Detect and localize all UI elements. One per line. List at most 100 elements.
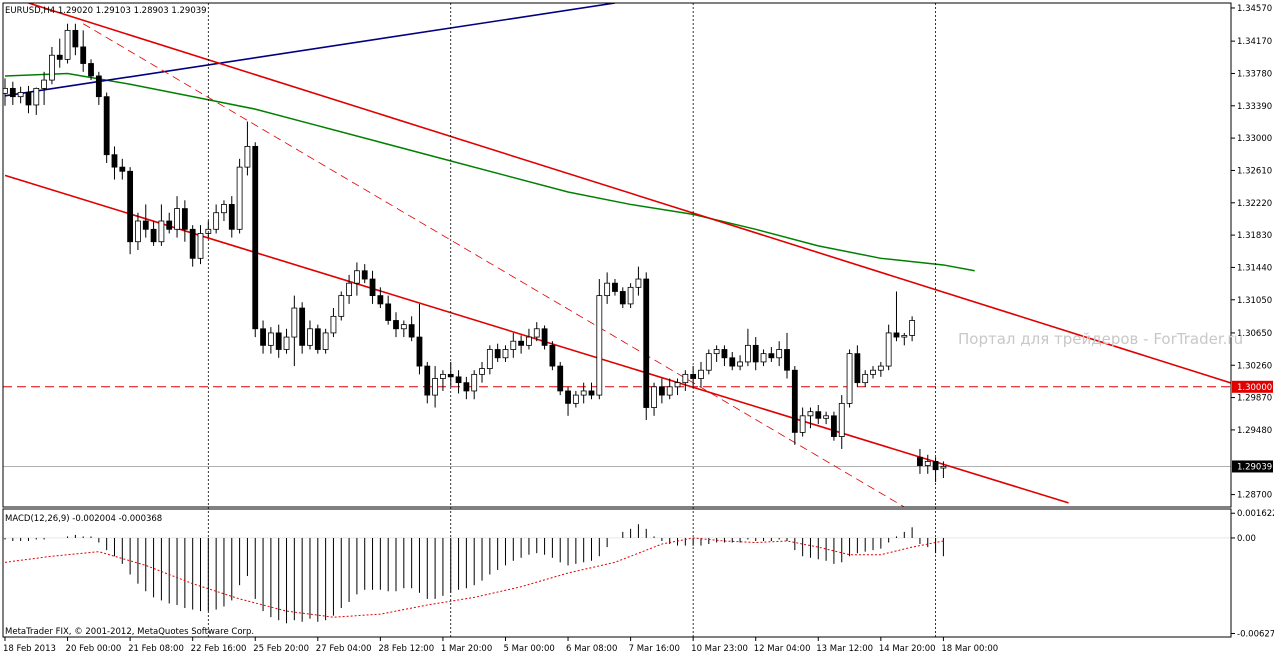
time-label: 20 Feb 00:00 xyxy=(66,644,122,654)
price-pane[interactable] xyxy=(3,3,1257,507)
price-tick-label: 1.33000 xyxy=(1237,134,1272,144)
candle-bear xyxy=(260,328,266,346)
candle-bear xyxy=(643,278,650,408)
macd-pane[interactable] xyxy=(3,524,1231,624)
candle-bear xyxy=(494,349,501,359)
trend-line xyxy=(4,3,616,97)
candle-bull xyxy=(698,369,704,379)
candle-bear xyxy=(784,349,790,371)
candle-bear xyxy=(854,353,861,384)
candle-bull xyxy=(221,204,227,214)
candle-bull xyxy=(846,353,853,404)
candle-bull xyxy=(776,349,783,359)
candle-bull xyxy=(510,340,517,350)
candle-bear xyxy=(252,146,259,330)
candle-bear xyxy=(385,303,392,321)
candle-bull xyxy=(862,373,869,384)
time-label: 7 Mar 16:00 xyxy=(629,644,680,654)
copyright-text: MetaTrader FIX, © 2001-2012, MetaQuotes … xyxy=(5,627,254,637)
candle-bull xyxy=(307,328,313,346)
candle-bear xyxy=(181,208,188,230)
candle-bear xyxy=(72,29,79,48)
price-tick-label: 1.30650 xyxy=(1237,329,1272,339)
time-label: 27 Feb 04:00 xyxy=(316,644,372,654)
candle-bear xyxy=(721,349,728,359)
time-label: 28 Feb 12:00 xyxy=(378,644,434,654)
candle-bull xyxy=(870,369,876,375)
price-tick-label: 1.30260 xyxy=(1237,361,1272,371)
candle-bull xyxy=(877,365,884,371)
level-marker xyxy=(1232,380,1273,393)
moving-average-line xyxy=(4,72,975,272)
candle-bull xyxy=(526,336,532,346)
candle-bull xyxy=(64,29,71,60)
price-tick-label: 1.29480 xyxy=(1237,426,1272,436)
candle-bull xyxy=(236,166,243,230)
candle-bear xyxy=(393,320,399,330)
candle-bull xyxy=(682,373,689,384)
candle-bear xyxy=(88,63,94,77)
price-tick-label: 1.29870 xyxy=(1237,394,1272,404)
candle-bull xyxy=(823,415,829,419)
candle-bull xyxy=(635,278,642,288)
candle-bear xyxy=(768,353,775,359)
candle-bear xyxy=(416,336,423,367)
candle-bull xyxy=(479,368,485,375)
candle-bull xyxy=(737,361,743,367)
candle-bull xyxy=(174,208,180,230)
candle-bear xyxy=(369,278,376,297)
price-tick-label: 1.33390 xyxy=(1237,102,1272,112)
candle-bull xyxy=(291,307,298,338)
candle-bull xyxy=(901,335,908,338)
candle-bear xyxy=(25,92,32,106)
candle-bull xyxy=(807,411,814,417)
candle-bear xyxy=(893,332,900,338)
candle-bear xyxy=(142,220,149,230)
candle-bear xyxy=(815,411,822,419)
candle-bull xyxy=(322,332,329,350)
time-label: 14 Mar 20:00 xyxy=(879,644,936,654)
candle-bear xyxy=(95,75,102,98)
candle-bear xyxy=(791,369,798,433)
candle-bull xyxy=(486,349,493,369)
price-tick-label: 1.28700 xyxy=(1237,491,1272,501)
candle-bear xyxy=(119,166,126,172)
candle-bull xyxy=(666,386,673,396)
candle-bull xyxy=(432,378,439,396)
candle-bear xyxy=(831,415,837,437)
candle-bear xyxy=(932,461,939,471)
candle-bear xyxy=(314,328,321,350)
candle-bear xyxy=(56,54,63,60)
time-label: 21 Feb 08:00 xyxy=(128,644,184,654)
candle-bull xyxy=(244,146,251,168)
candle-bear xyxy=(275,332,282,350)
price-tick-label: 1.34570 xyxy=(1237,4,1272,14)
time-label: 10 Mar 23:00 xyxy=(691,644,748,654)
candle-bear xyxy=(150,228,157,243)
candle-bull xyxy=(346,282,352,297)
watermark: Портал для трейдеров - ForTrader.ru xyxy=(958,330,1243,348)
candle-bear xyxy=(361,270,368,280)
candle-bull xyxy=(267,332,274,346)
candle-bull xyxy=(799,415,806,433)
candle-bull xyxy=(533,328,540,338)
candle-bull xyxy=(909,320,916,336)
candle-bear xyxy=(463,382,470,392)
trend-line xyxy=(82,23,905,507)
candle-bull xyxy=(197,233,204,259)
candle-bear xyxy=(299,307,306,346)
time-label: 5 Mar 00:00 xyxy=(503,644,554,654)
candle-bull xyxy=(604,282,611,297)
price-tick-label: 1.32610 xyxy=(1237,166,1272,176)
candle-bear xyxy=(549,344,556,367)
candle-bull xyxy=(627,286,634,305)
candle-bear xyxy=(111,154,118,168)
candle-bull xyxy=(330,315,337,334)
price-tick-label: 1.31050 xyxy=(1237,296,1272,306)
candle-bull xyxy=(502,349,509,359)
candle-bull xyxy=(49,54,55,81)
candle-bear xyxy=(557,365,564,392)
candle-bear xyxy=(455,376,462,384)
time-label: 12 Mar 04:00 xyxy=(754,644,811,654)
